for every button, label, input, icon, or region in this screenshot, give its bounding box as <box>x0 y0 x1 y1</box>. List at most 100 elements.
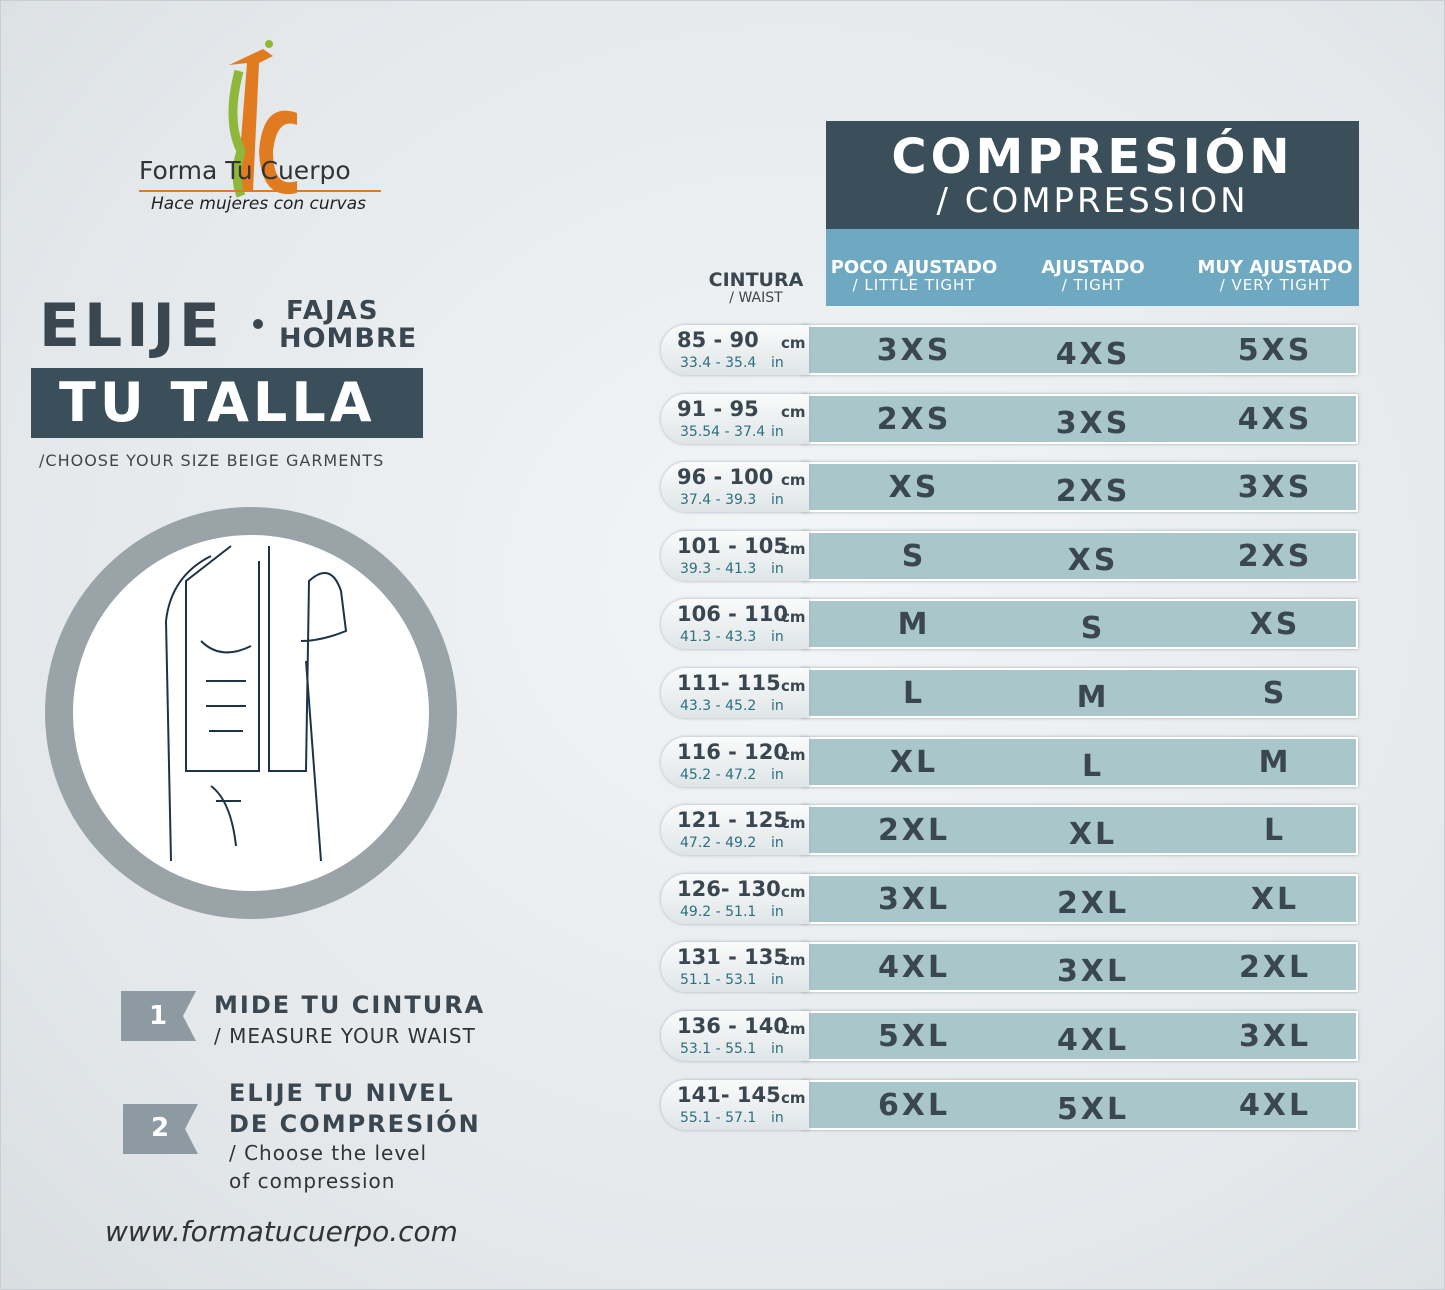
header-boxes <box>31 121 1359 1154</box>
cm-unit: cm <box>781 402 806 421</box>
row-bar <box>801 942 1358 993</box>
waist-cell <box>661 393 809 444</box>
waist-in: 41.3 - 43.3 <box>680 629 757 646</box>
waist-cm: 96 - 100 <box>677 465 774 490</box>
cm-unit: cm <box>781 608 806 627</box>
in-unit: in <box>771 629 784 646</box>
size-cell: 2XL <box>1238 950 1312 986</box>
step-number: 1 <box>149 1001 168 1031</box>
size-row: 131 - 135 cm 51.1 - 53.1 in 4XL 3XL 2XL <box>661 942 1358 993</box>
step-title: MIDE TU CINTURA <box>214 991 486 1019</box>
waist-in: 33.4 - 35.4 <box>680 355 757 371</box>
size-row: 126- 130 cm 49.2 - 51.1 in 3XL 2XL XL <box>661 873 1358 924</box>
size-cell: XL <box>889 744 939 780</box>
waist-cell <box>661 942 809 993</box>
logo-name: Forma Tu Cuerpo <box>139 156 351 185</box>
size-cell: 4XL <box>1056 1023 1130 1058</box>
waist-cm: 101 - 105 <box>677 533 789 558</box>
size-cell: XL <box>1250 881 1300 917</box>
size-cell: XS <box>888 470 940 506</box>
size-cell: 2XS <box>876 401 952 437</box>
cm-unit: cm <box>781 1020 806 1038</box>
size-cell: S <box>901 538 927 574</box>
in-unit: in <box>771 766 784 783</box>
step-number: 2 <box>151 1113 170 1143</box>
elije: ELIJE <box>39 291 224 361</box>
compression-title: COMPRESIÓN <box>891 129 1294 185</box>
size-cell: 2XL <box>1056 885 1130 921</box>
waist-cm: 141- 145 <box>677 1082 781 1107</box>
size-cell: 5XL <box>877 1019 951 1054</box>
waist-cell <box>661 1011 809 1061</box>
size-cell: 2XL <box>877 813 951 849</box>
size-row: 96 - 100 cm 37.4 - 39.3 in XS 2XS 3XS <box>661 462 1358 513</box>
size-cell: 4XL <box>877 950 951 986</box>
in-unit: in <box>771 560 784 577</box>
subtitle: /CHOOSE YOUR SIZE BEIGE GARMENTS <box>39 451 385 470</box>
step-title: ELIJE TU NIVEL <box>229 1079 455 1107</box>
size-cell: XS <box>1067 542 1119 578</box>
size-cell: 4XS <box>1237 401 1313 437</box>
row-bar <box>801 873 1358 924</box>
column-sub: / TIGHT <box>1061 276 1125 294</box>
size-row: 85 - 90 cm 33.4 - 35.4 in 3XS 4XS 5XS <box>661 325 1358 375</box>
column-label: MUY AJUSTADO <box>1197 257 1353 278</box>
cm-unit: cm <box>781 471 806 490</box>
size-cell: 3XL <box>1056 954 1130 990</box>
waist-cell <box>661 668 809 718</box>
bullet <box>253 319 263 329</box>
waist-cm: 136 - 140 <box>677 1014 789 1038</box>
size-row: 106 - 110 cm 41.3 - 43.3 in M S XS <box>661 599 1358 650</box>
waist-cm: 106 - 110 <box>677 602 789 627</box>
size-cell: 4XS <box>1055 337 1131 372</box>
step-subtitle: of compression <box>229 1169 396 1193</box>
size-cell: M <box>1258 744 1292 780</box>
row-bar <box>801 805 1358 856</box>
size-row: 101 - 105 cm 39.3 - 41.3 in S XS 2XS <box>661 530 1358 581</box>
size-cell: L <box>1263 813 1287 849</box>
row-bar <box>801 599 1358 650</box>
waist-cell <box>661 873 809 924</box>
cm-unit: cm <box>781 334 806 352</box>
website: www.formatucuerpo.com <box>105 1215 458 1248</box>
size-row: 91 - 95 cm 35.54 - 37.4 in 2XS 3XS 4XS <box>661 393 1358 444</box>
waist-in: 35.54 - 37.4 <box>680 423 766 440</box>
waist-in: 39.3 - 41.3 <box>680 560 757 577</box>
size-cell: 6XL <box>877 1087 951 1123</box>
waist-cm: 126- 130 <box>677 876 781 901</box>
in-unit: in <box>771 355 784 371</box>
step-title: DE COMPRESIÓN <box>229 1110 481 1138</box>
row-bar <box>801 530 1358 581</box>
in-unit: in <box>771 972 784 989</box>
cm-unit: cm <box>781 1088 806 1107</box>
size-cell: 3XL <box>877 881 951 917</box>
waist-in: 53.1 - 55.1 <box>680 1041 757 1057</box>
waist-in: 49.2 - 51.1 <box>680 903 757 920</box>
size-cell: 4XL <box>1238 1087 1312 1123</box>
row-bar <box>801 1079 1358 1130</box>
size-cell: XS <box>1249 607 1301 643</box>
row-bar <box>801 393 1358 444</box>
step-subtitle: / Choose the level <box>229 1141 428 1165</box>
row-bar <box>801 1011 1358 1061</box>
waist-cm: 121 - 125 <box>677 808 789 833</box>
in-unit: in <box>771 1109 784 1126</box>
waist-cell <box>661 325 809 375</box>
size-row: 111- 115 cm 43.3 - 45.2 in L M S <box>661 668 1358 718</box>
waist-cell <box>661 530 809 581</box>
waist-cell <box>661 1079 809 1130</box>
fajas: FAJAS <box>286 296 380 326</box>
waist-subheader: / WAIST <box>729 290 783 306</box>
size-row: 141- 145 cm 55.1 - 57.1 in 6XL 5XL 4XL <box>661 1079 1358 1130</box>
in-unit: in <box>771 1041 784 1057</box>
cm-unit: cm <box>781 539 806 558</box>
waist-header: CINTURA <box>708 269 804 291</box>
waist-cm: 116 - 120 <box>677 739 789 764</box>
column-label: AJUSTADO <box>1041 257 1145 278</box>
size-cell: S <box>1262 676 1288 711</box>
in-unit: in <box>771 903 784 920</box>
waist-in: 47.2 - 49.2 <box>680 835 757 852</box>
in-unit: in <box>771 698 784 714</box>
